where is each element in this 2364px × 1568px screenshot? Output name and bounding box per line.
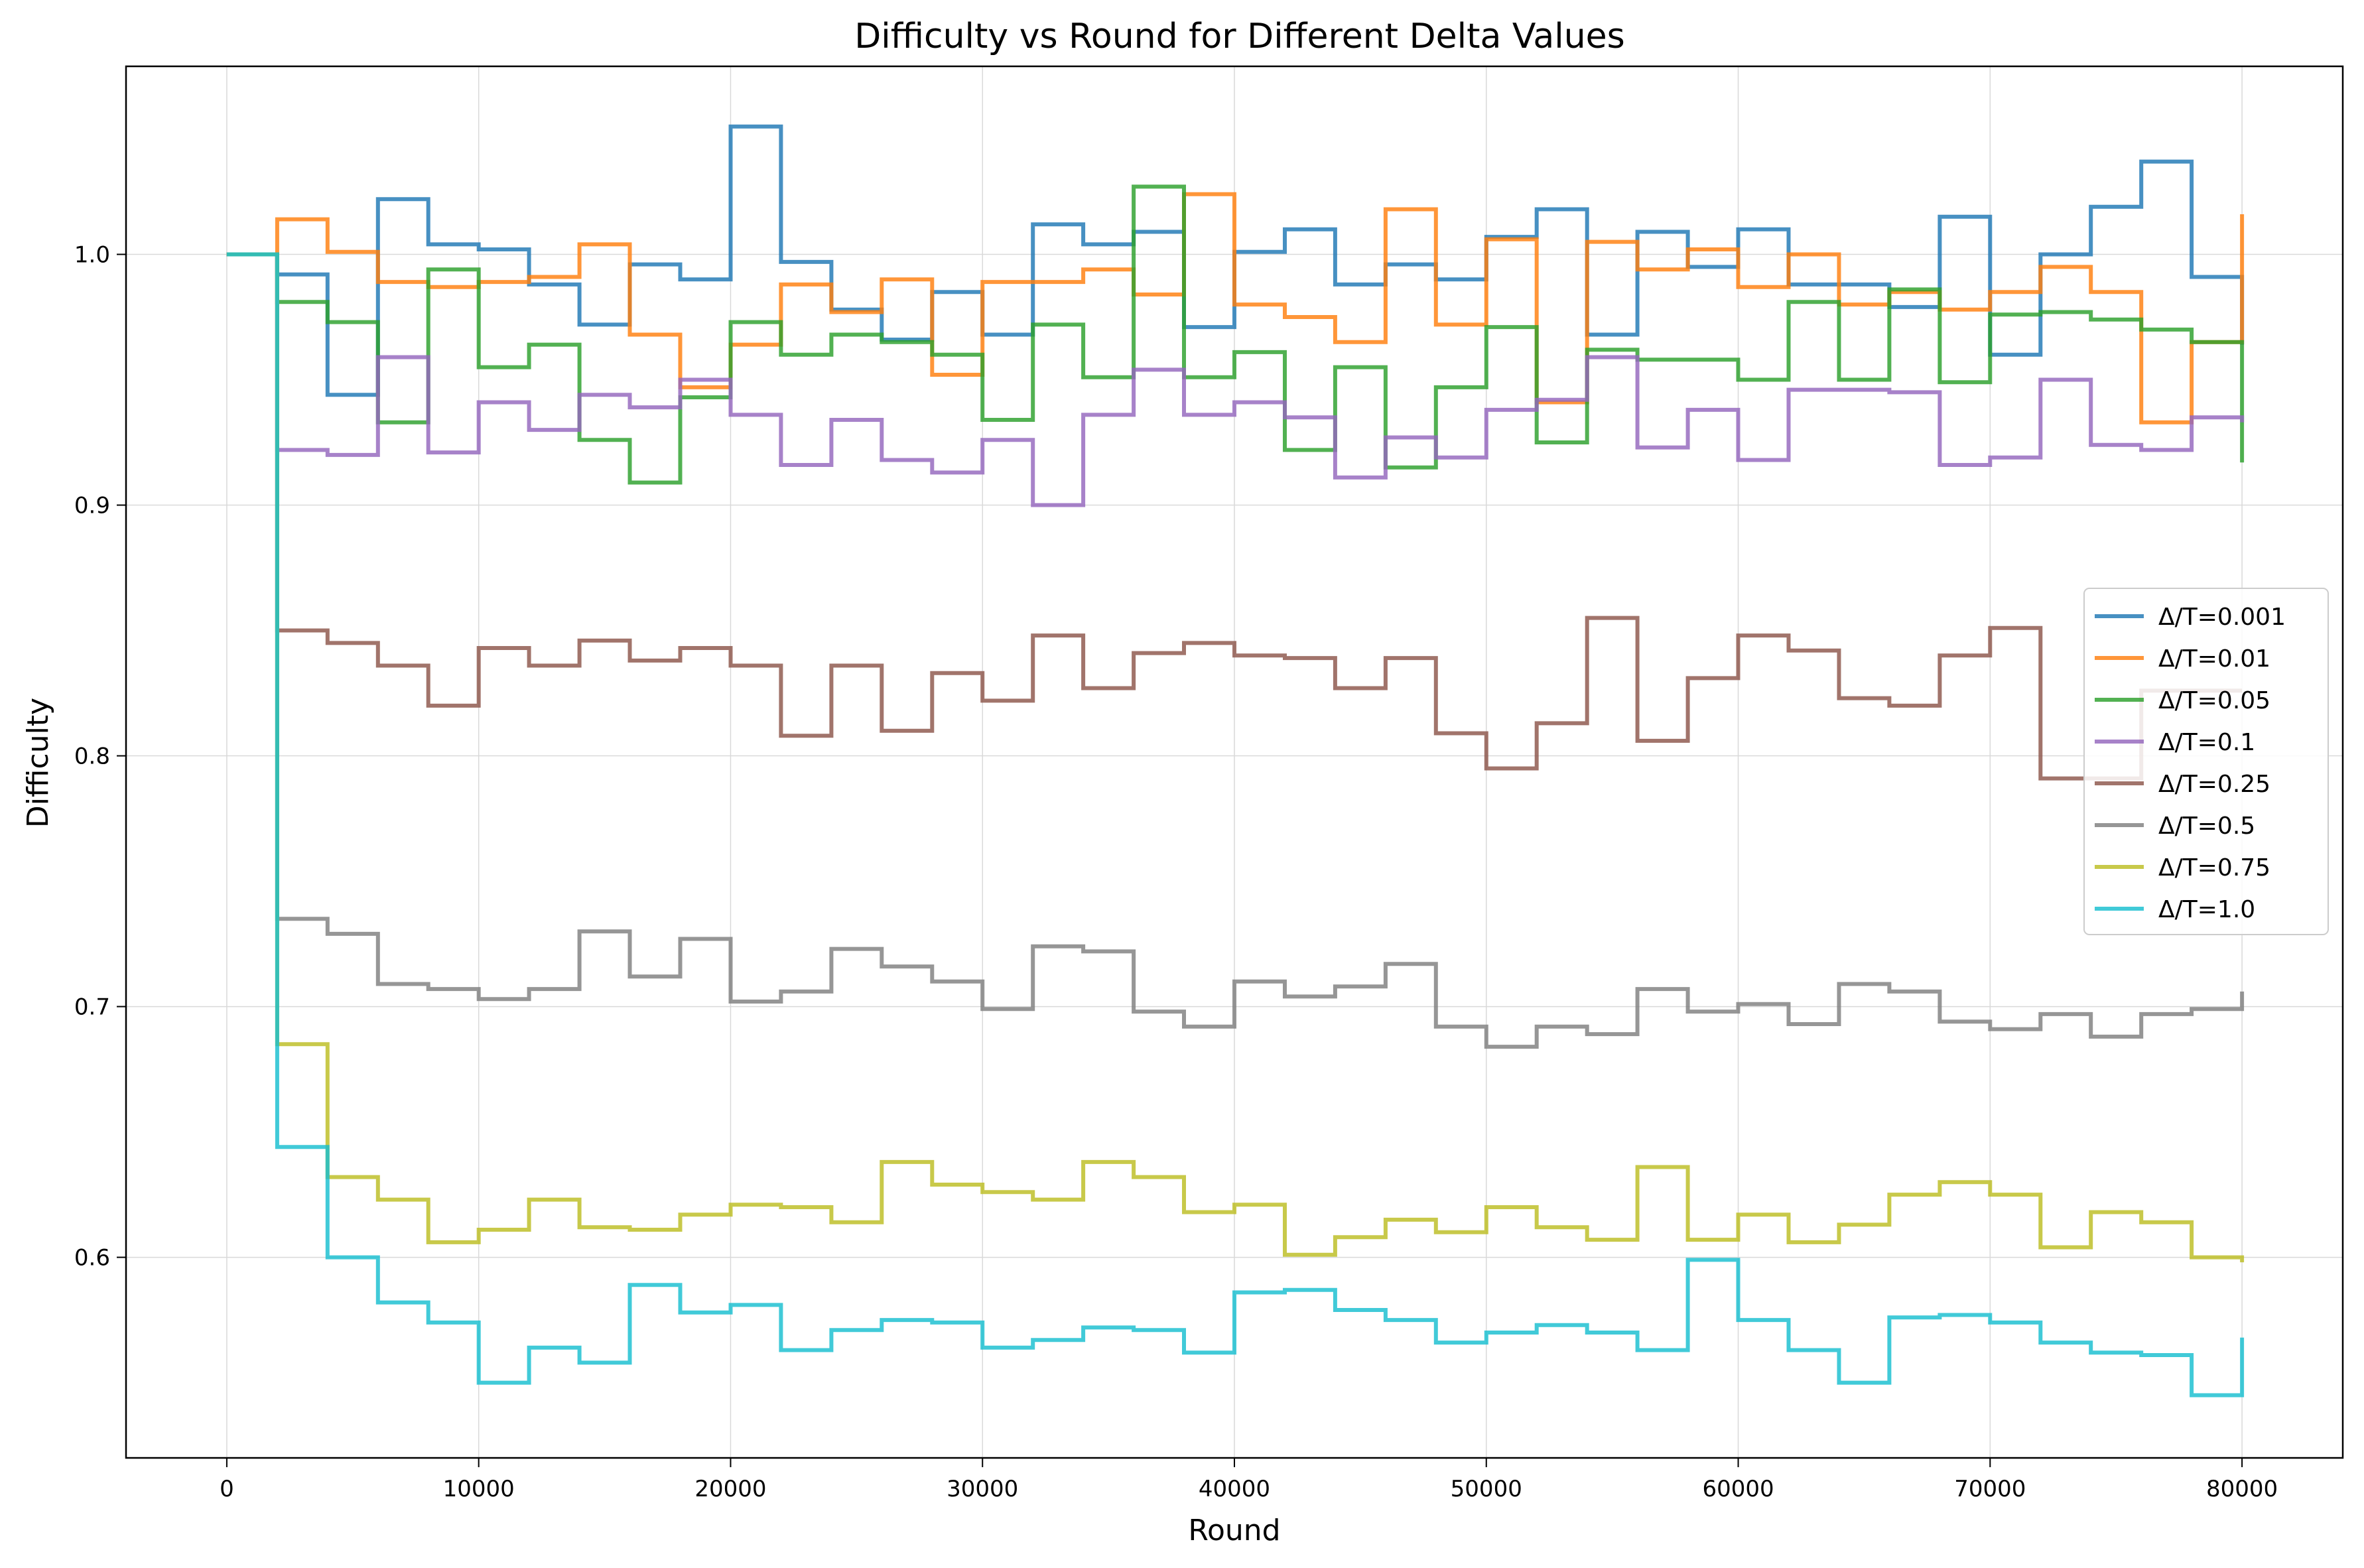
x-tick-label: 40000 bbox=[1199, 1476, 1270, 1502]
legend-entry-0: Δ/T=0.001 bbox=[2158, 604, 2286, 631]
legend-entry-7: Δ/T=1.0 bbox=[2158, 896, 2255, 923]
x-tick-label: 10000 bbox=[443, 1476, 515, 1502]
y-tick-label: 0.7 bbox=[74, 994, 110, 1021]
plot-frame bbox=[125, 65, 2344, 1459]
x-tick-label: 60000 bbox=[1702, 1476, 1774, 1502]
chart-title: Difficulty vs Round for Different Delta … bbox=[854, 17, 1625, 56]
legend-box bbox=[2083, 588, 2329, 935]
series-line-4 bbox=[226, 252, 2243, 781]
x-axis-ticks: 0 10000 20000 30000 40000 50000 60000 70000 8000… bbox=[220, 1458, 2278, 1502]
y-tick-label: 0.8 bbox=[74, 744, 110, 770]
y-tick-label: 1.0 bbox=[74, 242, 110, 269]
series-line-6 bbox=[226, 252, 2245, 1263]
series-group bbox=[226, 124, 2245, 1398]
x-tick-label: 80000 bbox=[2206, 1476, 2278, 1502]
series-line-5 bbox=[226, 252, 2245, 1049]
y-axis-ticks: 0.6 0.7 0.8 0.9 1.0 bbox=[74, 242, 126, 1272]
legend: Δ/T=0.001 Δ/T=0.01 Δ/T=0.05 Δ/T=0.1 Δ/T=0.25… bbox=[2083, 588, 2329, 935]
y-axis-label: Difficulty bbox=[21, 698, 55, 828]
legend-entry-2: Δ/T=0.05 bbox=[2158, 687, 2270, 714]
legend-entry-5: Δ/T=0.5 bbox=[2158, 813, 2255, 840]
x-axis-label: Round bbox=[1188, 1514, 1280, 1547]
legend-entry-1: Δ/T=0.01 bbox=[2158, 645, 2270, 673]
series-line-3 bbox=[226, 252, 2245, 507]
y-tick-label: 0.6 bbox=[74, 1245, 110, 1272]
legend-entry-6: Δ/T=0.75 bbox=[2158, 854, 2270, 882]
x-tick-label: 0 bbox=[220, 1476, 234, 1502]
series-line-1 bbox=[226, 192, 2245, 425]
x-tick-label: 30000 bbox=[947, 1476, 1018, 1502]
series-line-7 bbox=[226, 252, 2245, 1398]
series-line-2 bbox=[226, 184, 2245, 485]
legend-entry-4: Δ/T=0.25 bbox=[2158, 771, 2270, 798]
x-tick-label: 50000 bbox=[1451, 1476, 1522, 1502]
legend-entry-3: Δ/T=0.1 bbox=[2158, 729, 2255, 756]
x-tick-label: 70000 bbox=[1954, 1476, 2026, 1502]
x-tick-label: 20000 bbox=[694, 1476, 766, 1502]
y-tick-label: 0.9 bbox=[74, 493, 110, 519]
